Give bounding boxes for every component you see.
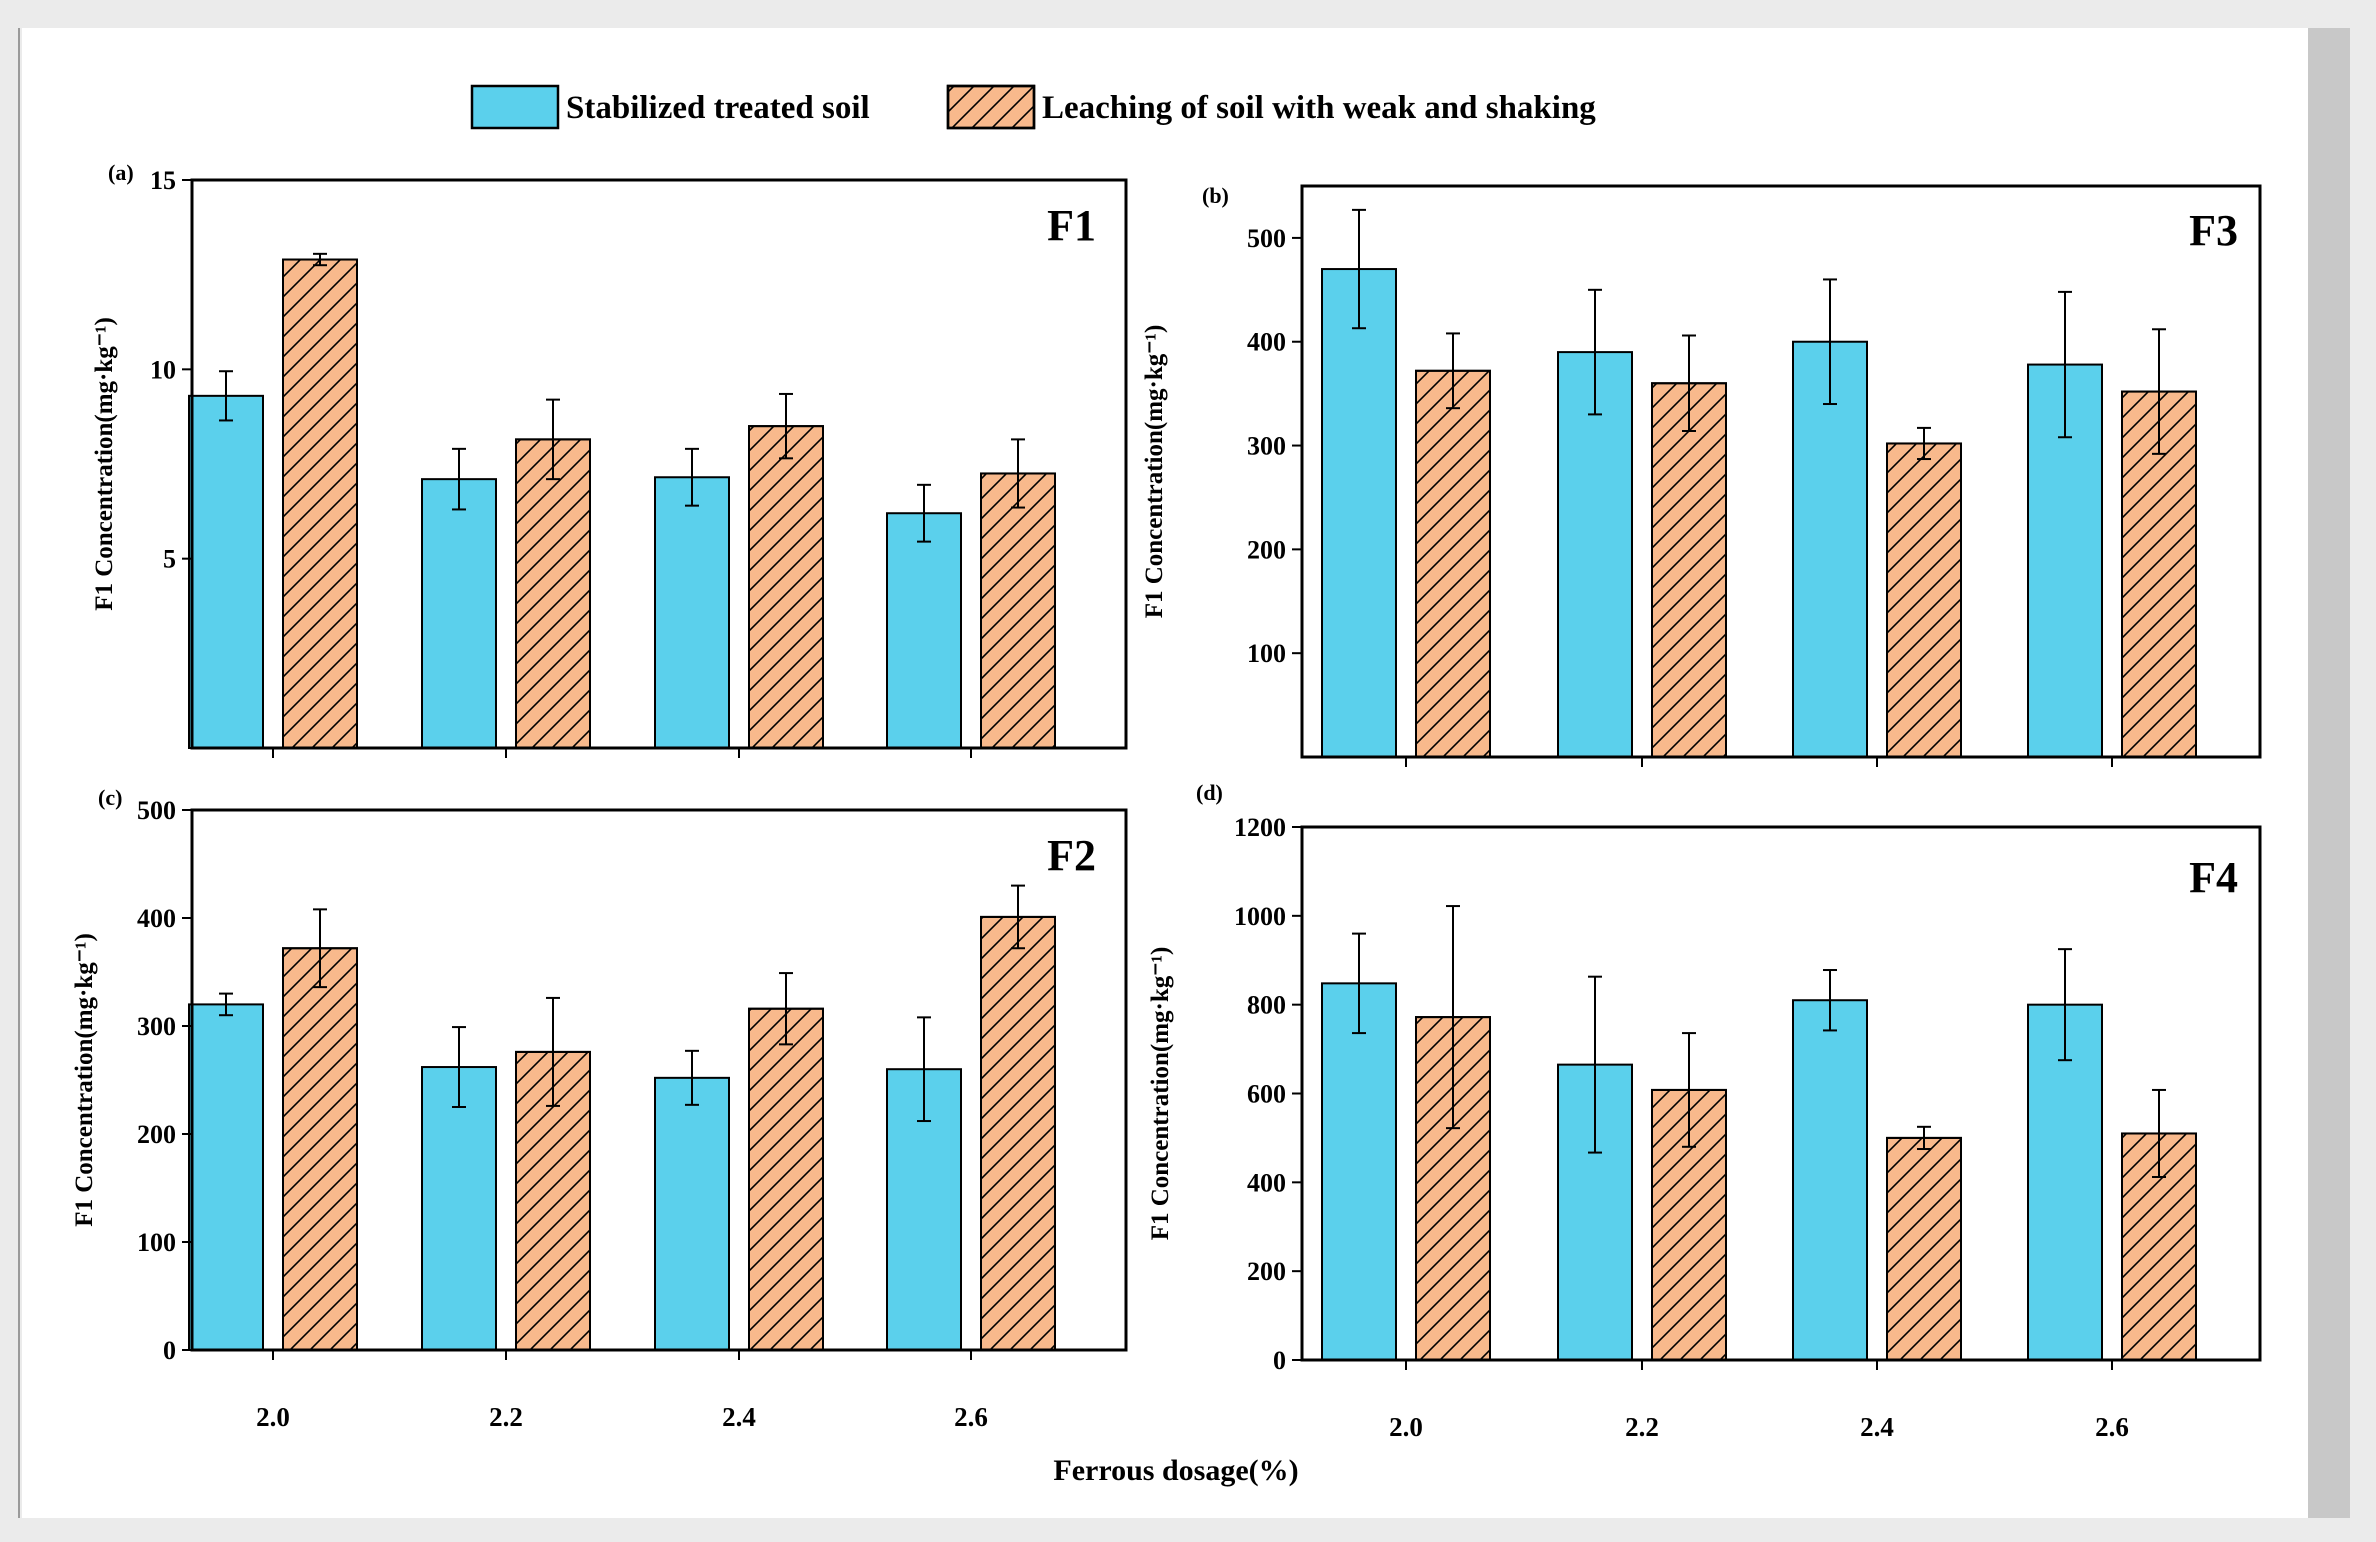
bar-stabilized-2.2	[1557, 351, 1633, 758]
y-tick-label: 0	[163, 1336, 176, 1365]
bar-stabilized-2.4	[654, 476, 730, 749]
x-tick-label: 2.2	[1625, 1412, 1659, 1442]
y-tick-label: 400	[1247, 328, 1286, 357]
legend-label-series1: Stabilized treated soil	[566, 90, 870, 126]
shared-x-axis-label: Ferrous dosage(%)	[1053, 1454, 1298, 1487]
y-tick-label: 100	[1247, 639, 1286, 668]
y-tick-label: 500	[137, 796, 176, 825]
y-axis-label: F1 Concentration(mg·kg⁻¹)	[71, 933, 98, 1227]
bar-stabilized-2.4	[1792, 999, 1868, 1361]
x-tick-label: 2.2	[489, 1402, 523, 1432]
bar-stabilized-2.0	[188, 1003, 264, 1352]
bar-stabilized-2.6	[886, 1068, 962, 1351]
bar-hatch-2.6	[980, 915, 1056, 1351]
x-tick-label: 2.4	[1860, 1412, 1894, 1442]
chart-title: F1	[1047, 201, 1096, 250]
chart-panel-c: 0 100 200 300 400 500 (c) F2 F1 Concentration(mg…	[71, 785, 1128, 1432]
plot-frame	[190, 808, 1128, 1352]
scrollbar[interactable]	[2308, 28, 2350, 1518]
legend: Stabilized treated soil Leaching of soil…	[470, 84, 1596, 130]
y-tick-label: 800	[1247, 991, 1286, 1020]
page-left-border	[18, 28, 20, 1518]
chart-title: F4	[2189, 853, 2238, 902]
bar-stabilized-2.4	[1792, 340, 1868, 758]
legend-label-series2: Leaching of soil with weak and shaking	[1042, 90, 1596, 126]
y-tick-label: 5	[163, 545, 176, 574]
panel-label: (b)	[1202, 183, 1229, 208]
x-tick-label: 2.0	[256, 1402, 290, 1432]
chart-title: F2	[1047, 831, 1096, 880]
legend-swatch-series2-hatch	[946, 84, 1036, 130]
bar-hatch-2.4	[748, 425, 824, 749]
bar-hatch-2.0	[282, 258, 358, 749]
y-axis-label: F1 Concentration(mg·kg⁻¹)	[1141, 325, 1168, 619]
y-axis-label: F1 Concentration(mg·kg⁻¹)	[91, 317, 118, 611]
y-tick-label: 300	[1247, 432, 1286, 461]
x-tick-label: 2.4	[722, 1402, 756, 1432]
bar-hatch-2.4	[748, 1007, 824, 1351]
bar-stabilized-2.2	[421, 478, 497, 749]
x-tick-label: 2.0	[1389, 1412, 1423, 1442]
legend-swatch-series1	[470, 84, 560, 130]
bar-hatch-2.0	[282, 947, 358, 1351]
y-tick-label: 100	[137, 1228, 176, 1257]
y-tick-label: 1200	[1234, 813, 1286, 842]
y-tick-label: 300	[137, 1012, 176, 1041]
chart-panel-a: 5 10 15 (a) F1 F1 Concentration(mg·kg⁻¹)	[91, 160, 1128, 758]
bar-stabilized-2.0	[188, 394, 264, 749]
y-tick-label: 200	[1247, 535, 1286, 564]
bar-stabilized-2.0	[1321, 268, 1397, 758]
bar-hatch-2.6	[980, 472, 1056, 749]
bar-hatch-2.0	[1415, 369, 1491, 758]
x-tick-label: 2.6	[954, 1402, 988, 1432]
plot-frame	[1300, 184, 2262, 759]
y-tick-label: 200	[1247, 1257, 1286, 1286]
panel-label: (d)	[1196, 780, 1223, 805]
y-tick-label: 1000	[1234, 902, 1286, 931]
panel-label: (a)	[108, 160, 134, 185]
bar-stabilized-2.4	[654, 1076, 730, 1351]
x-tick-label: 2.6	[2095, 1412, 2129, 1442]
y-tick-label: 400	[137, 904, 176, 933]
panel-label: (c)	[98, 785, 122, 810]
y-tick-label: 500	[1247, 224, 1286, 253]
bar-stabilized-2.6	[2027, 1003, 2103, 1362]
bar-hatch-2.2	[1651, 382, 1727, 758]
chart-panel-d: 0 200 400 600 800 1000 1200 (d) F4 F1 Concentrati…	[1147, 780, 2262, 1442]
bar-stabilized-2.0	[1321, 982, 1397, 1361]
bar-stabilized-2.2	[421, 1066, 497, 1352]
y-tick-label: 0	[1273, 1346, 1286, 1375]
bar-hatch-2.4	[1886, 1136, 1962, 1361]
chart-panel-b: 100 200 300 400 500 (b) F3 F1 Concentration(mg·…	[1141, 183, 2262, 767]
y-tick-label: 15	[150, 166, 176, 195]
y-tick-label: 400	[1247, 1168, 1286, 1197]
y-axis-label: F1 Concentration(mg·kg⁻¹)	[1147, 947, 1174, 1241]
plot-frame	[190, 178, 1128, 750]
y-tick-label: 600	[1247, 1080, 1286, 1109]
bar-stabilized-2.6	[886, 512, 962, 750]
bar-hatch-2.4	[1886, 442, 1962, 758]
y-tick-label: 10	[150, 355, 176, 384]
y-tick-label: 200	[137, 1120, 176, 1149]
chart-title: F3	[2189, 206, 2238, 255]
bar-hatch-2.2	[515, 438, 591, 749]
